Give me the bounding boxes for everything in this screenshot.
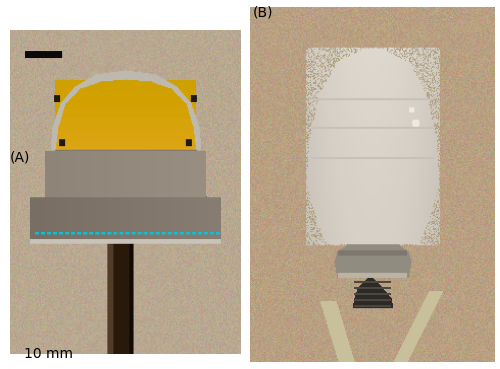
Text: (B): (B) bbox=[252, 6, 273, 20]
Text: (A): (A) bbox=[10, 150, 30, 164]
Text: 10 mm: 10 mm bbox=[24, 347, 73, 361]
